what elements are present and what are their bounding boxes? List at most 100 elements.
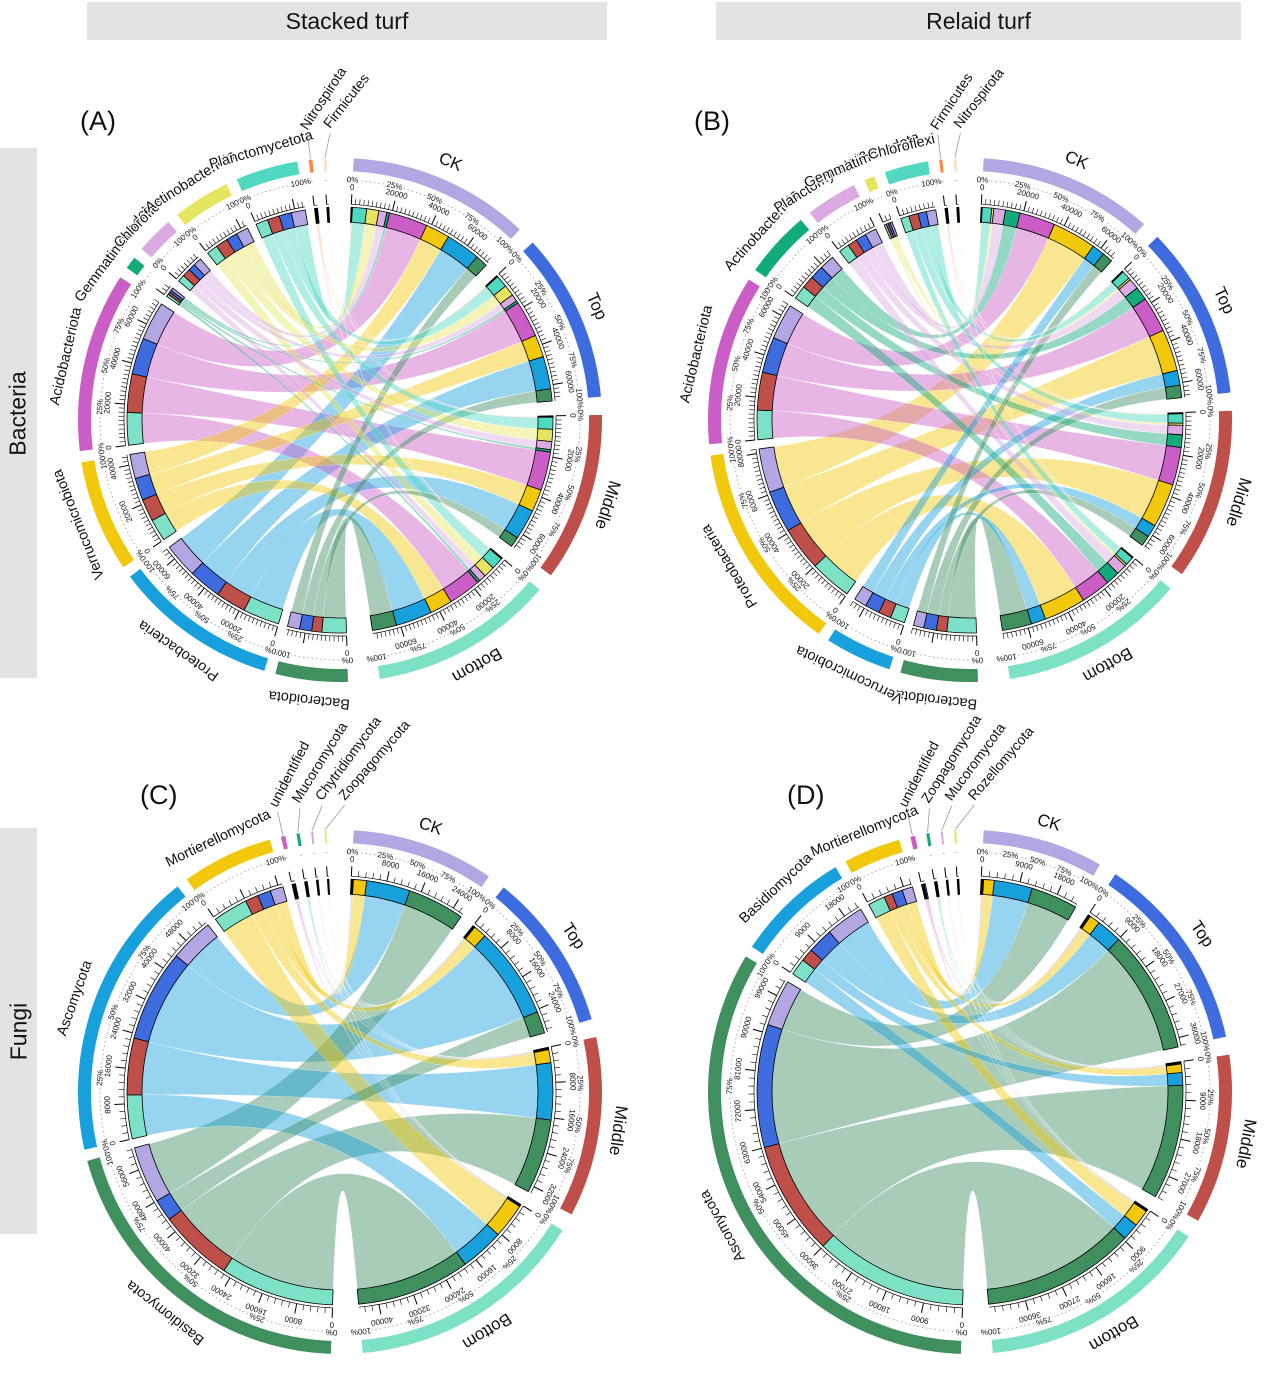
count-axis-Zoopagomycota [931, 869, 937, 880]
count-tick-Middle: 27000 [1176, 1171, 1193, 1196]
sector-arc-Bacteroidota [900, 660, 979, 683]
sector-arc-Basidiomycota [87, 1157, 332, 1354]
percent-axis-Gemmatimonadota [144, 271, 152, 281]
count-tick-Middle: 0 [1198, 409, 1207, 414]
leader-line-Nitrospirota [307, 134, 311, 159]
inner-bar-Nitrospirota [314, 207, 320, 224]
percent-axis-Top [516, 257, 580, 399]
count-tick-Ascomycota: 63000 [738, 1140, 753, 1164]
leader-line-unidentified [906, 811, 913, 836]
inner-bar-Planctomycetota [839, 228, 883, 264]
ribbons [771, 222, 1169, 619]
percent-tick-Acidobacteriota: 0% [726, 436, 736, 448]
count-tick-Top: 40000 [550, 326, 566, 351]
count-axis-Nitrospirota [312, 195, 318, 206]
count-tick-Ascomycota: 8000 [102, 1095, 112, 1114]
sector-arc-Nitrospirota [953, 158, 957, 172]
bar-segment-Ascomycota [1141, 1084, 1184, 1198]
sector-label-Bacteroidota: Bacteroidota [894, 686, 978, 712]
inner-bar-Zoopagomycota [327, 878, 331, 895]
percent-axis-Verrucomicrobiota [839, 621, 897, 649]
bar-segment-CK [327, 206, 331, 223]
bar-segment-Bacteroidota [1093, 253, 1113, 273]
count-tick-Proteobacteria: 40000 [182, 590, 205, 611]
bar-segment-Basidiomycota [514, 1117, 552, 1193]
bar-segment-CK [828, 908, 869, 944]
panel-A: (A) 0% 25% 50% 75% 100% 0 20000 40000 60000 CK 0% 2… [28, 44, 648, 713]
percent-tick-CK: 75% [439, 870, 457, 885]
percent-tick-Mortierellomycota: 100% [894, 853, 916, 867]
percent-tick-CK: 25% [377, 850, 394, 862]
count-tick-Middle: 60000 [527, 532, 547, 556]
sector-arc-CK [353, 158, 520, 239]
count-tick-Top: 0 [1132, 252, 1142, 262]
sector-label-Planctomycetota: Planctomycetota [207, 127, 315, 173]
count-tick-Basidiomycota: 16000 [244, 1301, 269, 1318]
percent-tick-Acidobacteriota: 50% [730, 355, 743, 373]
bar-segment-Planctomycetota [351, 206, 368, 225]
count-tick-Bottom: 32000 [407, 1303, 431, 1319]
inner-bar-Mortierellomycota [868, 886, 918, 919]
percent-tick-Middle: 0% [576, 409, 585, 421]
sector-arc-CK [353, 830, 489, 888]
sector-arc-Middle [1171, 410, 1232, 575]
count-tick-Ascomycota: 90000 [739, 1015, 754, 1039]
count-tick-Top: 0 [481, 905, 491, 915]
percent-axis-Bottom [1006, 574, 1155, 658]
ribbons [141, 222, 539, 619]
inner-bar-Actinobacteriota [794, 256, 843, 308]
leader-line-Chytridiomycota [311, 805, 323, 831]
sector-arc-Chytridiomycota [310, 831, 315, 845]
panel-letter-A: (A) [80, 106, 116, 136]
sector-arc-Gemmatimonadota [864, 176, 879, 193]
count-tick-Middle: 20000 [1193, 446, 1206, 470]
count-tick-Verrucomicrobiota: 40000 [105, 456, 119, 480]
bar-segment-CK [912, 610, 928, 629]
percent-axis-Middle [532, 415, 581, 563]
percent-tick-CK: 25% [1002, 849, 1019, 861]
inner-bar-Firmicutes [326, 206, 331, 223]
percent-tick-Top: 100% [1204, 384, 1215, 405]
percent-tick-Middle: 25% [572, 446, 583, 463]
inner-bar-Actinobacteriota [207, 227, 255, 266]
percent-tick-Acidobacteriota: 25% [95, 399, 105, 415]
count-tick-Basidiomycota: 24000 [209, 1283, 233, 1302]
count-tick-Verrucomicrobiota: 20000 [117, 499, 134, 523]
sector-label-Top: Top [583, 290, 611, 323]
panel-letter-B: (B) [694, 106, 730, 136]
count-tick-CK: 60000 [1100, 224, 1124, 245]
count-axis-Chloroflexi: 0 [889, 193, 936, 217]
bar-segment-CK [133, 1143, 171, 1202]
percent-axis-Bottom [376, 575, 524, 658]
count-tick-Bottom: 40000 [370, 1315, 394, 1328]
percent-tick-Chloroflexi: 100% [920, 177, 942, 189]
sector-arc-Middle [560, 1036, 602, 1215]
count-axis-unidentified [918, 871, 925, 883]
percent-tick-Top: 100% [574, 388, 585, 409]
sector-label-Middle: Middle [606, 1104, 632, 1156]
bar-segment-CK [269, 886, 288, 906]
count-tick-CK: 0 [350, 183, 355, 192]
inner-bar-unidentified [291, 883, 300, 900]
inner-bar-Acidobacteriota [756, 305, 804, 441]
percent-tick-Top: 75% [566, 351, 579, 369]
count-axis-unidentified [288, 871, 295, 882]
count-tick-Basidiomycota: 40000 [151, 1231, 173, 1254]
sector-arc-Planctomycetota [809, 185, 860, 224]
percent-axis-Planctomycetota [822, 204, 864, 231]
inner-bar-Zoopagomycota [933, 881, 940, 898]
chord-diagram-bacteria-stacked: 0% 25%50%75%100%0 200004000060000CK0%25%50… [46, 64, 626, 713]
inner-bar-Mortierellomycota [214, 886, 288, 932]
count-tick-CK: 0 [980, 855, 985, 864]
sector-label-Proteobacteria: Proteobacteria [135, 616, 222, 684]
percent-axis-Acidobacteriota [99, 289, 140, 449]
count-tick-Top: 0 [1095, 893, 1104, 903]
percent-tick-Planctomycetota: 100% [290, 177, 312, 189]
count-tick-CK: 16000 [416, 868, 441, 885]
count-tick-Acidobacteriota: 20000 [102, 391, 113, 414]
bar-segment-Basidiomycota [404, 890, 462, 930]
count-tick-Middle: 60000 [1157, 533, 1177, 557]
count-tick-Planctomycetota: 0 [823, 230, 832, 240]
count-axis-Rozellomycota [955, 866, 959, 877]
count-tick-Basidiomycota: 56000 [114, 1164, 131, 1189]
